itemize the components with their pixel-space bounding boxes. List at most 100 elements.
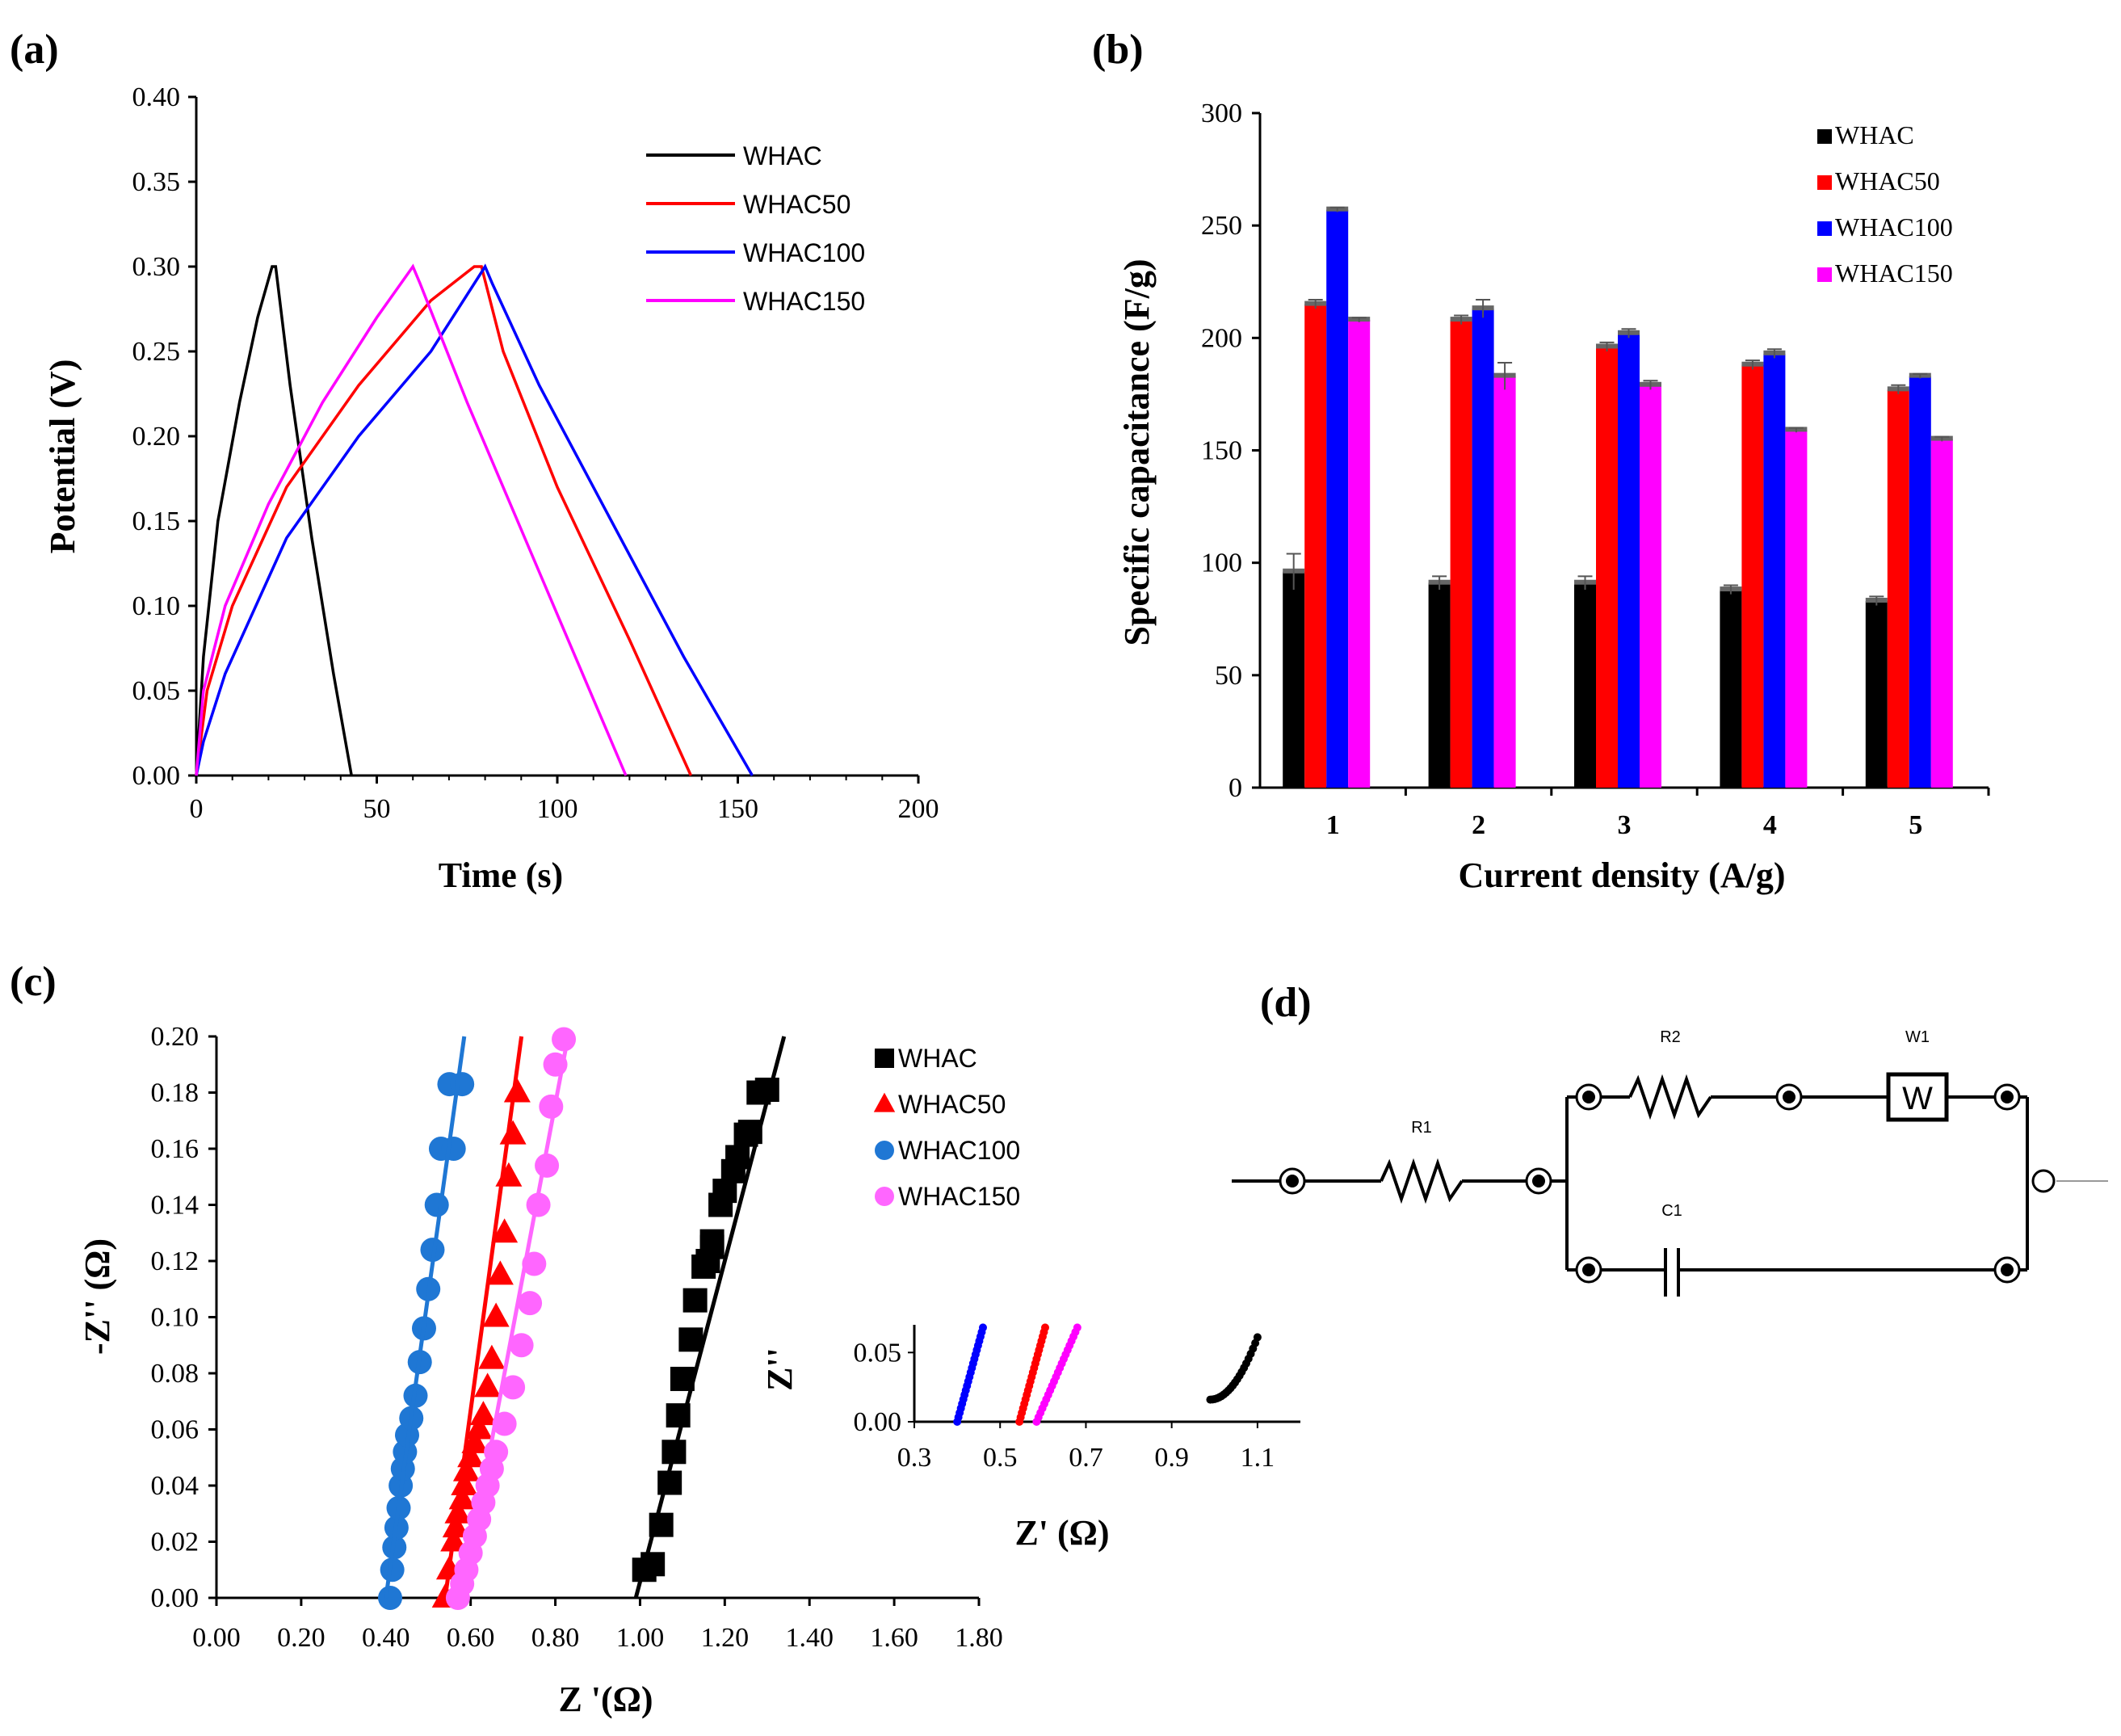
c-point-whac50: [482, 1302, 510, 1327]
panel-d-circuit: (d) R1 R2 W W1: [1232, 980, 2108, 1297]
c-point-whac50: [465, 1414, 493, 1440]
b-xtick-label: 3: [1618, 810, 1632, 840]
c-inset-xtick-label: 0.3: [897, 1443, 932, 1473]
panel-b-xlabel: Current density (A/g): [1459, 855, 1786, 895]
c-ytick-label: 0.20: [151, 1022, 200, 1052]
b-bar-whac50: [1304, 304, 1327, 788]
c-point-whac100: [380, 1557, 405, 1583]
b-xtick-label: 2: [1472, 810, 1485, 840]
c-point-whac100: [378, 1586, 403, 1610]
c-point-whac: [678, 1327, 704, 1352]
c1-label: C1: [1661, 1202, 1682, 1220]
c-point-whac100: [424, 1192, 449, 1217]
b-bar-whac150: [1930, 439, 1953, 788]
panel-c-inset-ylabel: Z'': [760, 1347, 800, 1391]
b-bar-whac50: [1596, 347, 1618, 788]
c-point-whac150: [509, 1333, 534, 1358]
panel-a-ylabel: Potential (V): [43, 359, 82, 554]
c-point-whac150: [539, 1094, 564, 1119]
panel-c-ticks: 0.00 0.02 0.04 0.06 0.08 0.10 0.12 0.14 0.16 0.18…: [151, 1022, 1003, 1653]
b-bar-whac50: [1887, 389, 1909, 788]
c-inset-xtick-label: 0.7: [1069, 1443, 1103, 1473]
c-point-whac50: [499, 1120, 527, 1145]
c-point-whac150: [518, 1291, 543, 1316]
a-xtick-label: 150: [717, 794, 758, 824]
panel-c-label: (c): [10, 959, 57, 1005]
c-point-whac50: [486, 1260, 514, 1285]
c-point-whac50: [452, 1456, 480, 1482]
panel-c-scatter-chart: (c) 0.00 0.02 0.04 0.06 0.08 0.10 0.12 0.14 0.16…: [10, 959, 1300, 1719]
c-ytick-label: 0.02: [151, 1528, 200, 1557]
c-inset-xtick-label: 0.9: [1154, 1443, 1189, 1473]
b-legend-label: WHAC100: [1835, 212, 1953, 242]
circuit-node-inner: [1286, 1175, 1299, 1187]
c-xtick-label: 1.20: [701, 1623, 750, 1653]
a-ytick-label: 0.25: [132, 337, 181, 367]
c-inset-point-whac150: [1073, 1323, 1082, 1332]
c-point-whac50: [469, 1401, 497, 1426]
c-inset-ytick-label: 0.00: [854, 1407, 902, 1437]
c-point-whac50: [495, 1162, 523, 1187]
c-xtick-label: 1.40: [785, 1623, 834, 1653]
c1-capacitor: [1660, 1248, 1684, 1297]
a-ytick-label: 0.00: [132, 761, 181, 791]
panel-a-xlabel: Time (s): [439, 855, 563, 895]
c-ytick-label: 0.14: [151, 1191, 200, 1221]
b-bar-whac50: [1741, 364, 1764, 788]
c-xtick-label: 1.00: [616, 1623, 665, 1653]
a-legend-label: WHAC50: [743, 190, 850, 219]
c-ytick-label: 0.18: [151, 1078, 200, 1108]
circuit-node-inner: [2001, 1263, 2014, 1276]
b-bar-whac100: [1909, 376, 1931, 788]
panel-a-legend: WHAC WHAC50 WHAC100 WHAC150: [646, 141, 865, 316]
a-series-whac50: [195, 265, 692, 776]
c-fit-whac150: [460, 1036, 570, 1599]
b-xtick-label: 4: [1763, 810, 1777, 840]
c-ytick-label: 0.16: [151, 1134, 200, 1164]
b-legend-label: WHAC50: [1835, 166, 1940, 195]
panel-d-label: (d): [1260, 980, 1312, 1026]
b-ytick-label: 300: [1201, 99, 1242, 128]
a-ytick-label: 0.35: [132, 167, 181, 197]
c-xtick-label: 0.60: [447, 1623, 495, 1653]
c-ytick-label: 0.00: [151, 1583, 200, 1613]
circuit-output-node: [2031, 1169, 2056, 1193]
c-inset-point-whac50: [1040, 1323, 1049, 1332]
c-legend-marker: [875, 1049, 894, 1068]
panel-b-bars: [1283, 206, 1953, 788]
b-bar-whac150: [1785, 430, 1808, 788]
c-point-whac50: [461, 1428, 489, 1453]
b-bar-whac150: [1640, 385, 1661, 788]
c-ytick-label: 0.10: [151, 1303, 200, 1333]
r1-resistor: [1380, 1158, 1464, 1204]
b-bar-whac100: [1763, 353, 1786, 788]
b-legend-swatch: [1817, 221, 1832, 236]
c-inset-point-whac: [1253, 1333, 1262, 1342]
a-legend-label: WHAC100: [743, 238, 865, 267]
b-bar-whac100: [1326, 209, 1349, 788]
b-legend-swatch: [1817, 129, 1832, 144]
a-legend-label: WHAC150: [743, 287, 865, 316]
c-fit-whac: [633, 1036, 787, 1599]
panel-c-series: [378, 1027, 787, 1610]
circuit-node-inner: [2001, 1091, 2014, 1103]
a-legend-label: WHAC: [743, 141, 822, 170]
b-ytick-label: 150: [1201, 436, 1242, 466]
b-bar-whac100: [1472, 309, 1494, 788]
c-inset-ytick-label: 0.05: [854, 1338, 902, 1368]
panel-b-ylabel: Specific capacitance (F/g): [1117, 259, 1157, 646]
b-ytick-label: 200: [1201, 323, 1242, 353]
a-ytick-label: 0.05: [132, 676, 181, 706]
c-point-whac50: [491, 1218, 519, 1243]
c-legend-label: WHAC: [898, 1044, 977, 1073]
c-point-whac50: [503, 1078, 531, 1103]
c-ytick-label: 0.04: [151, 1471, 200, 1501]
c-legend-marker: [875, 1141, 894, 1160]
a-xtick-label: 50: [363, 794, 391, 824]
panel-a-label: (a): [10, 27, 59, 73]
panel-c-inset: 0.3 0.5 0.7 0.9 1.1 0.00 0.05: [854, 1323, 1300, 1473]
c-fit-whac50: [443, 1036, 524, 1599]
b-bar-whac: [1720, 590, 1742, 788]
c-legend-marker: [873, 1092, 896, 1112]
c-fit-whac100: [384, 1036, 467, 1599]
